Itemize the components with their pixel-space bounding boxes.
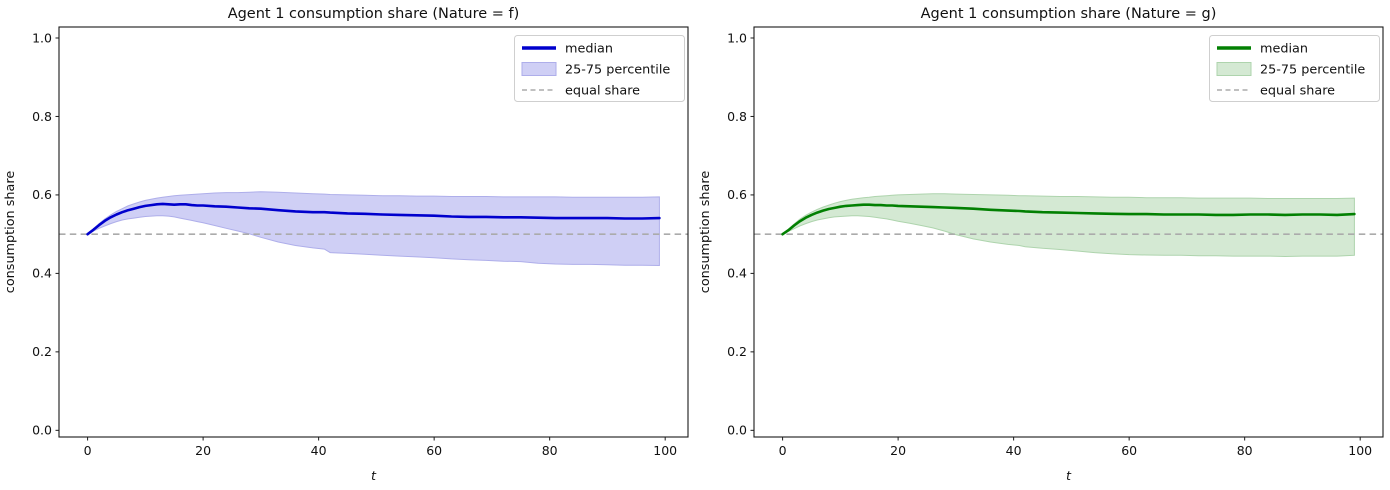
plot-border bbox=[58, 26, 689, 438]
legend-equal-share-label: equal share bbox=[1260, 84, 1335, 99]
x-tick-label: 80 bbox=[542, 443, 558, 458]
chart-title: Agent 1 consumption share (Nature = f) bbox=[228, 6, 520, 22]
x-tick-label: 0 bbox=[779, 443, 787, 458]
legend-equal-share-label: equal share bbox=[565, 84, 640, 99]
y-axis-label: consumption share bbox=[698, 171, 713, 294]
plot-area: 0 20 40 60 80 100 0.0 0.2 0.4 0.6 0.8 1.0 bbox=[32, 30, 688, 458]
y-tick-label: 0.2 bbox=[727, 344, 747, 359]
y-axis-label: consumption share bbox=[3, 171, 18, 294]
chart-nature-g: 0 20 40 60 80 100 0.0 0.2 0.4 0.6 0.8 1.0 Agent 1 c… bbox=[698, 6, 1384, 484]
legend-band-swatch bbox=[1216, 62, 1252, 76]
x-tick-label: 40 bbox=[1006, 443, 1022, 458]
y-tick-label: 0.4 bbox=[727, 266, 747, 281]
y-tick-label: 0.8 bbox=[727, 109, 747, 124]
y-tick-label: 0.0 bbox=[727, 423, 747, 438]
y-tick-label: 0.8 bbox=[32, 109, 52, 124]
y-tick-label: 0.6 bbox=[727, 187, 747, 202]
x-tick-label: 20 bbox=[195, 443, 211, 458]
plot-border bbox=[753, 26, 1384, 438]
x-tick-label: 100 bbox=[1348, 443, 1372, 458]
legend: median 25-75 percentile equal share bbox=[514, 35, 685, 102]
x-tick-label: 60 bbox=[1121, 443, 1137, 458]
legend-band-label: 25-75 percentile bbox=[565, 63, 670, 78]
legend: median 25-75 percentile equal share bbox=[1209, 35, 1380, 102]
y-tick-label: 0.0 bbox=[32, 423, 52, 438]
median-line bbox=[781, 203, 1356, 236]
x-tick-label: 40 bbox=[311, 443, 327, 458]
percentile-band bbox=[782, 193, 1355, 258]
x-tick-label: 60 bbox=[426, 443, 442, 458]
legend-band-label: 25-75 percentile bbox=[1260, 63, 1365, 78]
x-tick-label: 80 bbox=[1237, 443, 1253, 458]
legend-box bbox=[514, 35, 685, 102]
y-tick-label: 1.0 bbox=[727, 30, 747, 45]
y-tick-label: 0.6 bbox=[32, 187, 52, 202]
legend-median-label: median bbox=[1260, 42, 1308, 57]
legend-band-swatch bbox=[521, 62, 557, 76]
percentile-band bbox=[87, 191, 660, 267]
chart-nature-f: 0 20 40 60 80 100 0.0 0.2 0.4 0.6 0.8 1.0 Agent 1 c… bbox=[3, 6, 689, 484]
plot-area: 0 20 40 60 80 100 0.0 0.2 0.4 0.6 0.8 1.0 bbox=[727, 30, 1383, 458]
x-tick-label: 100 bbox=[653, 443, 677, 458]
legend-median-label: median bbox=[565, 42, 613, 57]
x-axis-label: t bbox=[371, 469, 377, 484]
chart-title: Agent 1 consumption share (Nature = g) bbox=[921, 6, 1217, 22]
median-line bbox=[86, 202, 661, 236]
x-tick-label: 0 bbox=[84, 443, 92, 458]
y-tick-label: 0.4 bbox=[32, 266, 52, 281]
x-axis-label: t bbox=[1066, 469, 1072, 484]
x-tick-label: 20 bbox=[890, 443, 906, 458]
legend-box bbox=[1209, 35, 1380, 102]
y-tick-label: 0.2 bbox=[32, 344, 52, 359]
y-tick-label: 1.0 bbox=[32, 30, 52, 45]
